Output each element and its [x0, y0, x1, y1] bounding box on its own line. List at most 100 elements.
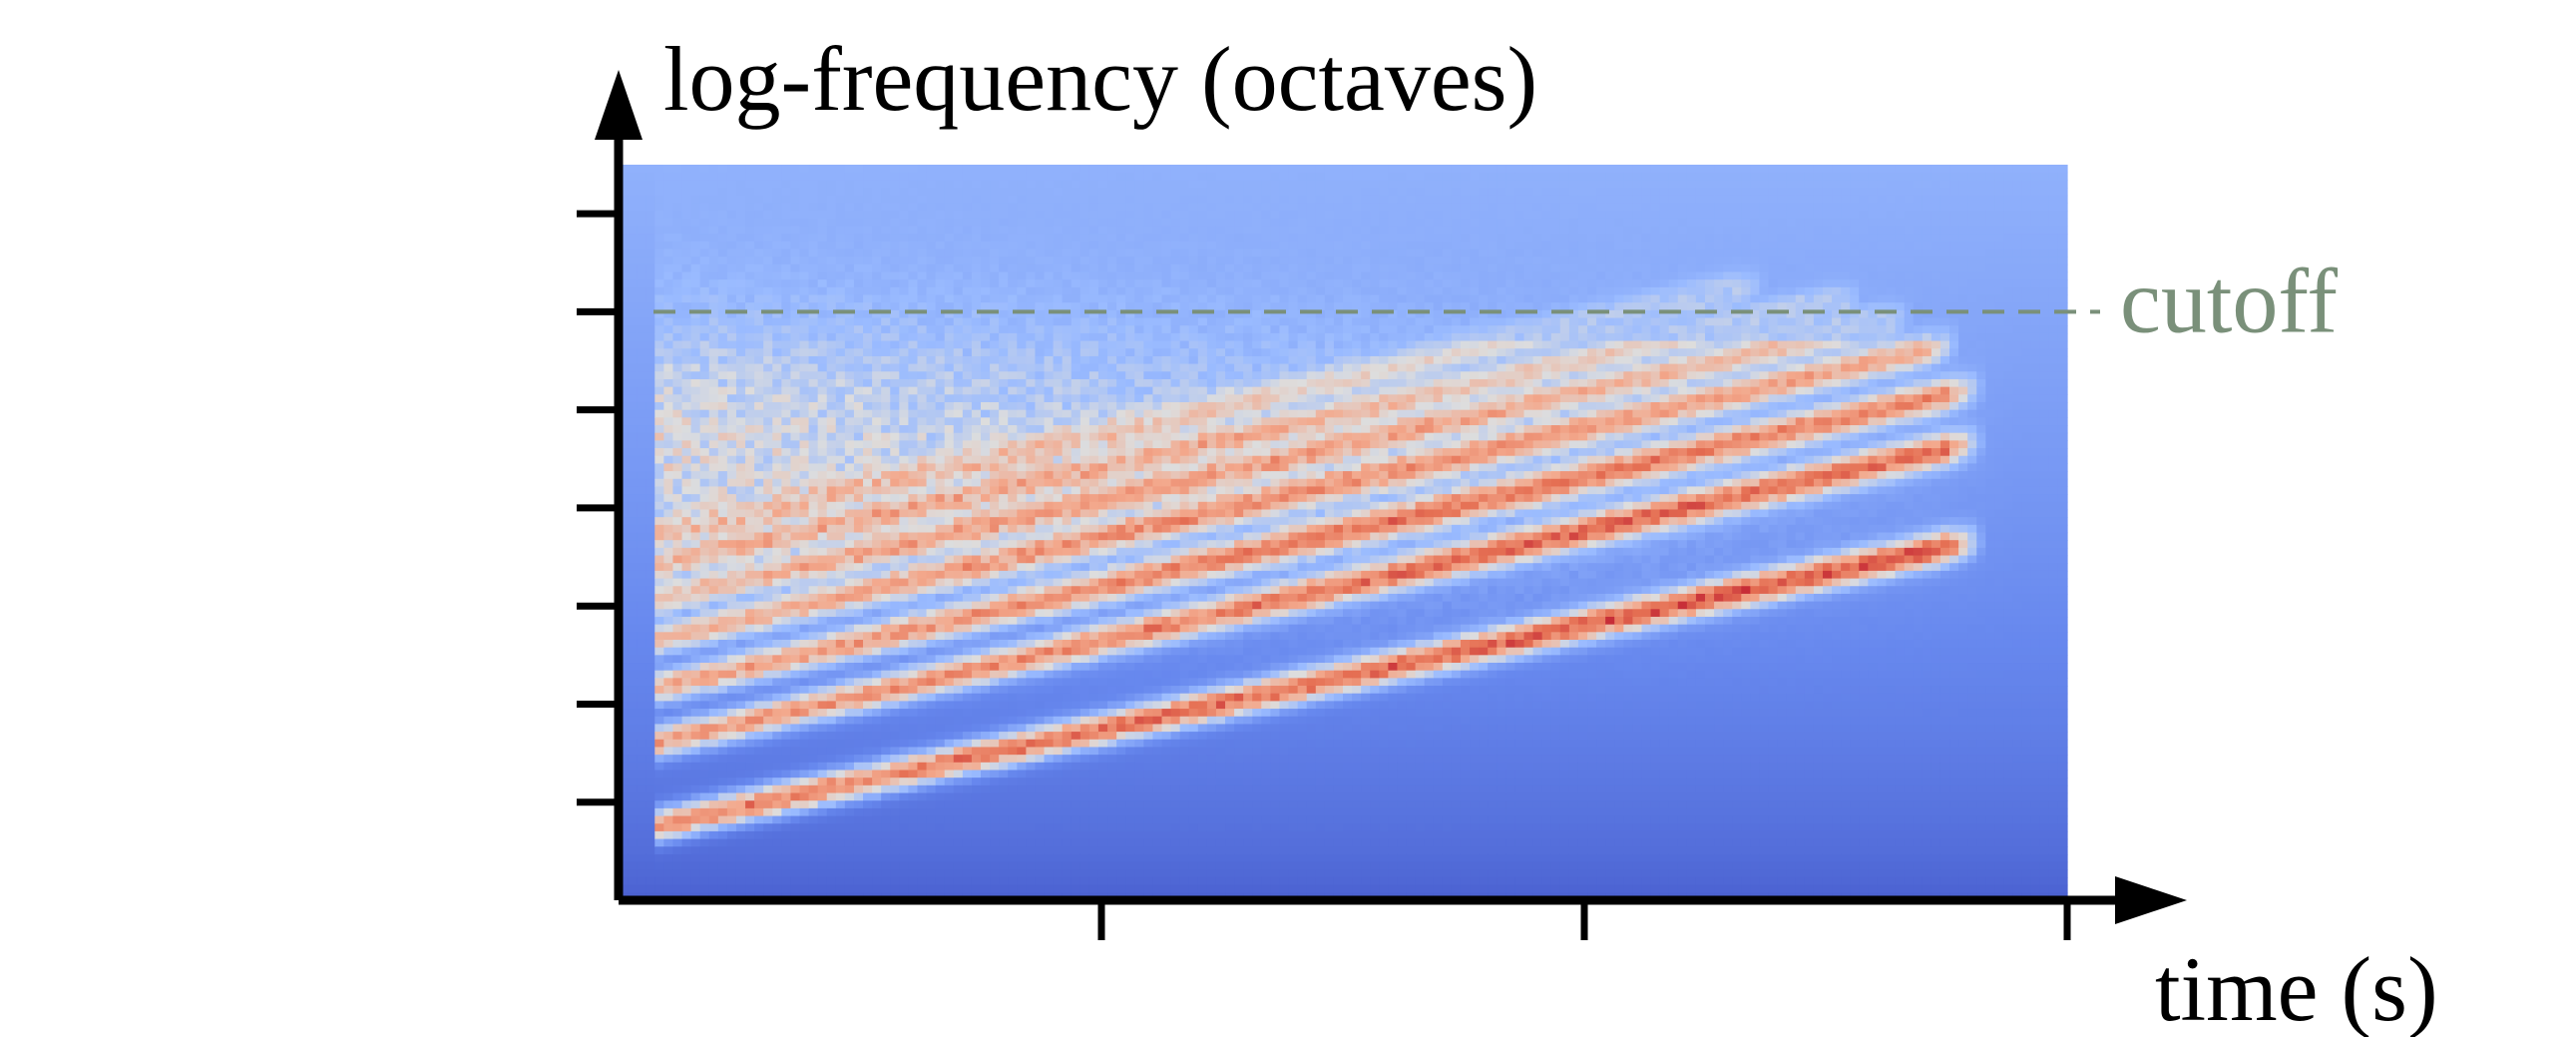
heatmap-cell [881, 686, 891, 695]
heatmap-cell [745, 876, 755, 886]
heatmap-cell [717, 417, 728, 426]
heatmap-cell [1071, 663, 1081, 672]
heatmap-cell [619, 547, 629, 557]
heatmap-cell [699, 294, 710, 303]
heatmap-cell [690, 302, 701, 311]
heatmap-cell [835, 792, 846, 801]
heatmap-cell [926, 547, 937, 557]
heatmap-cell [672, 409, 683, 418]
heatmap-cell [944, 417, 955, 426]
heatmap-cell [637, 432, 646, 441]
heatmap-cell [817, 678, 828, 687]
heatmap-cell [717, 524, 728, 534]
heatmap-cell [890, 263, 900, 273]
heatmap-cell [835, 494, 846, 503]
heatmap-cell [917, 678, 928, 687]
heatmap-cell [726, 869, 737, 878]
heatmap-cell [926, 678, 937, 687]
heatmap-cell [1017, 180, 1027, 189]
heatmap-cell [681, 478, 692, 488]
heatmap-cell [808, 501, 819, 511]
heatmap-cell [881, 838, 891, 847]
heatmap-cell [971, 218, 982, 228]
heatmap-cell [717, 279, 728, 288]
heatmap-cell [917, 838, 928, 847]
heatmap-cell [772, 478, 782, 488]
heatmap-cell [637, 417, 646, 426]
heatmap-cell [990, 363, 1000, 372]
heatmap-cell [799, 853, 810, 863]
heatmap-cell [1017, 838, 1027, 847]
heatmap-cell [944, 188, 955, 197]
heatmap-cell [1008, 165, 1018, 174]
heatmap-cell [872, 616, 882, 626]
heatmap-cell [944, 532, 955, 541]
heatmap-cell [926, 425, 937, 434]
heatmap-cell [1017, 524, 1027, 534]
heatmap-cell [1062, 271, 1073, 280]
heatmap-cell [971, 884, 982, 893]
heatmap-cell [962, 165, 973, 174]
heatmap-cell [781, 869, 792, 878]
heatmap-cell [745, 241, 755, 251]
heatmap-cell [844, 180, 855, 189]
heatmap-cell [708, 732, 719, 741]
heatmap-cell [628, 800, 638, 809]
heatmap-cell [935, 861, 946, 870]
heatmap-cell [962, 501, 973, 511]
heatmap-cell [872, 165, 882, 174]
heatmap-cell [808, 586, 819, 595]
heatmap-cell [699, 271, 710, 280]
heatmap-cell [990, 678, 1000, 687]
heatmap-cell [1071, 309, 1081, 319]
heatmap-cell [645, 861, 655, 870]
heatmap-cell [817, 263, 828, 273]
heatmap-cell [808, 770, 819, 778]
heatmap-cell [944, 340, 955, 349]
heatmap-cell [637, 716, 646, 726]
heatmap-cell [645, 448, 655, 457]
heatmap-cell [1079, 792, 1090, 801]
heatmap-cell [772, 601, 782, 610]
heatmap-cell [637, 578, 646, 587]
heatmap-cell [817, 355, 828, 365]
heatmap-cell [808, 279, 819, 288]
heatmap-cell [899, 294, 909, 303]
heatmap-cell [690, 747, 701, 756]
heatmap-cell [681, 686, 692, 695]
heatmap-cell [962, 325, 973, 334]
heatmap-cell [754, 830, 764, 840]
heatmap-cell [899, 249, 909, 258]
heatmap-cell [1079, 778, 1090, 786]
heatmap-cell [672, 563, 683, 572]
heatmap-cell [1079, 830, 1090, 840]
heatmap-cell [990, 670, 1000, 679]
heatmap-cell [826, 226, 837, 235]
heatmap-cell [681, 570, 692, 580]
heatmap-cell [717, 593, 728, 603]
heatmap-cell [717, 678, 728, 687]
heatmap-cell [808, 271, 819, 280]
heatmap-cell [808, 861, 819, 870]
heatmap-cell [944, 363, 955, 372]
heatmap-cell [999, 663, 1009, 672]
heatmap-cell [754, 286, 764, 296]
heatmap-cell [745, 815, 755, 824]
heatmap-cell [981, 663, 991, 672]
heatmap-cell [799, 732, 810, 741]
heatmap-cell [654, 172, 664, 181]
heatmap-cell [835, 325, 846, 334]
heatmap-cell [971, 547, 982, 557]
heatmap-cell [917, 784, 928, 794]
heatmap-cell [745, 709, 755, 718]
heatmap-cell [645, 778, 655, 786]
heatmap-cell [672, 257, 683, 265]
heatmap-cell [672, 455, 683, 465]
heatmap-cell [990, 762, 1000, 772]
heatmap-cell [1026, 716, 1037, 726]
heatmap-cell [917, 555, 928, 564]
heatmap-cell [1008, 540, 1018, 549]
heatmap-cell [628, 563, 638, 572]
heatmap-cell [844, 792, 855, 801]
heatmap-cell [699, 861, 710, 870]
